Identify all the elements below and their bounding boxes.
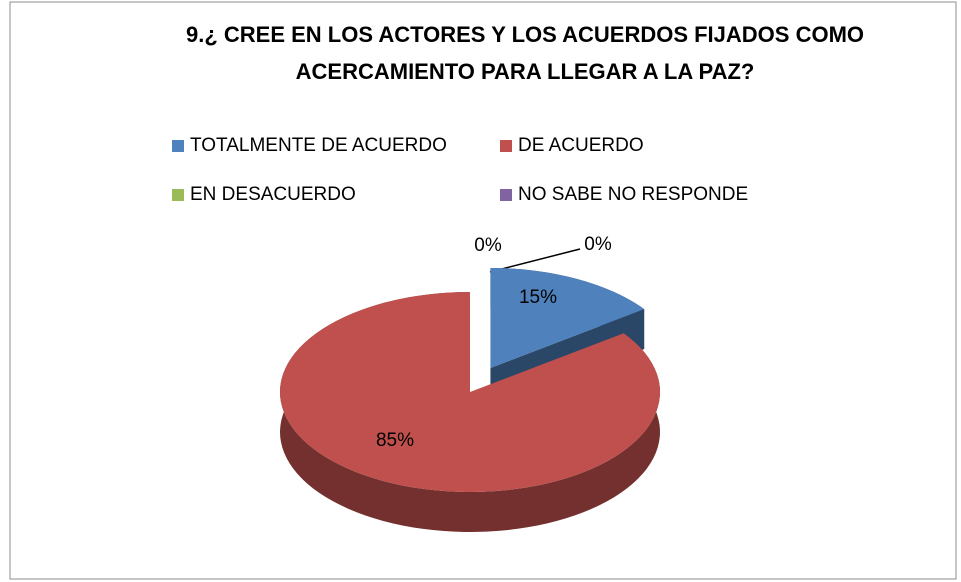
data-label: 15% — [519, 287, 557, 308]
chart-title: 9.¿ CREE EN LOS ACTORES Y LOS ACUERDOS F… — [186, 22, 864, 47]
data-label: 85% — [376, 430, 414, 451]
legend-swatch — [500, 189, 512, 201]
legend-label: DE ACUERDO — [518, 135, 644, 156]
pie-slice — [280, 292, 660, 492]
leader-line — [489, 248, 581, 273]
pie-slice — [490, 267, 645, 368]
legend-swatch — [172, 140, 184, 152]
data-label: 0% — [584, 234, 612, 255]
legend-label: TOTALMENTE DE ACUERDO — [190, 135, 447, 156]
legend-swatch — [172, 189, 184, 201]
chart-title: ACERCAMIENTO PARA LLEGAR A LA PAZ? — [296, 59, 755, 84]
data-label: 0% — [474, 235, 502, 256]
legend-swatch — [500, 140, 512, 152]
legend-label: EN DESACUERDO — [190, 184, 356, 205]
legend-label: NO SABE NO RESPONDE — [518, 184, 748, 205]
